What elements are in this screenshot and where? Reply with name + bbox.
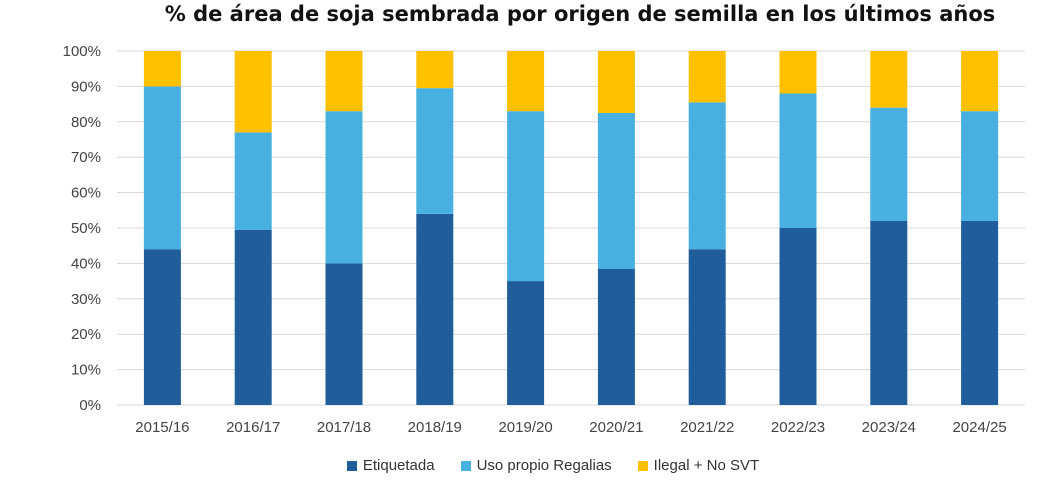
bar-segment-etiquetada-2015-16	[143, 249, 181, 405]
bar-segment-etiquetada-2021-22	[688, 249, 726, 405]
bar-segment-etiquetada-2017-18	[325, 263, 363, 405]
bar-segment-uso-propio-regalias-2016-17	[234, 132, 272, 230]
bar-segment-ilegal-no-svt-2016-17	[234, 51, 272, 133]
legend-swatch-ilegal	[637, 460, 648, 471]
y-tick-label: 80%	[71, 114, 101, 131]
bar-segment-etiquetada-2023-24	[870, 220, 908, 405]
y-tick-label: 70%	[71, 149, 101, 166]
y-tick-label: 20%	[71, 326, 101, 343]
legend-item-etiquetada: Etiquetada	[346, 457, 435, 474]
legend-label-uso-propio: Uso propio Regalias	[476, 457, 612, 474]
bar-segment-uso-propio-regalias-2020-21	[597, 112, 635, 269]
y-tick-label: 30%	[71, 291, 101, 308]
x-tick-label: 2022/23	[771, 419, 825, 436]
legend-item-ilegal: Ilegal + No SVT	[637, 457, 760, 474]
bar-segment-ilegal-no-svt-2017-18	[325, 51, 363, 112]
legend-label-ilegal: Ilegal + No SVT	[653, 457, 760, 474]
bar-segment-uso-propio-regalias-2017-18	[325, 111, 363, 264]
bar-segment-etiquetada-2022-23	[779, 228, 817, 405]
x-tick-label: 2020/21	[589, 419, 643, 436]
x-tick-label: 2017/18	[317, 419, 371, 436]
x-tick-label: 2018/19	[408, 419, 462, 436]
bar-segment-ilegal-no-svt-2015-16	[143, 51, 181, 87]
bar-segment-uso-propio-regalias-2019-20	[507, 111, 545, 282]
bar-segment-uso-propio-regalias-2022-23	[779, 93, 817, 228]
bar-segment-uso-propio-regalias-2018-19	[416, 88, 454, 214]
bar-segment-uso-propio-regalias-2024-25	[961, 111, 999, 221]
bar-segment-ilegal-no-svt-2023-24	[870, 51, 908, 108]
y-tick-label: 0%	[79, 397, 101, 414]
bar-segment-ilegal-no-svt-2024-25	[961, 51, 999, 112]
y-tick-label: 60%	[71, 185, 101, 202]
legend-item-uso-propio: Uso propio Regalias	[460, 457, 612, 474]
y-tick-label: 50%	[71, 220, 101, 237]
bar-segment-etiquetada-2016-17	[234, 229, 272, 405]
y-tick-label: 40%	[71, 255, 101, 272]
x-tick-label: 2015/16	[135, 419, 189, 436]
bar-segment-etiquetada-2019-20	[507, 281, 545, 405]
bar-segment-ilegal-no-svt-2019-20	[507, 51, 545, 112]
x-tick-label: 2024/25	[952, 419, 1006, 436]
bar-segment-uso-propio-regalias-2015-16	[143, 86, 181, 250]
chart-title: % de área de soja sembrada por origen de…	[164, 2, 996, 26]
bar-segment-ilegal-no-svt-2022-23	[779, 51, 817, 94]
bar-segment-etiquetada-2020-21	[597, 268, 635, 405]
x-tick-label: 2021/22	[680, 419, 734, 436]
legend-swatch-uso-propio	[460, 460, 471, 471]
bar-segment-etiquetada-2018-19	[416, 213, 454, 405]
y-tick-label: 90%	[71, 78, 101, 95]
x-tick-label: 2023/24	[862, 419, 916, 436]
legend-label-etiquetada: Etiquetada	[362, 457, 435, 474]
legend-swatch-etiquetada	[346, 460, 357, 471]
bar-segment-etiquetada-2024-25	[961, 220, 999, 405]
bar-segment-ilegal-no-svt-2021-22	[688, 51, 726, 103]
legend: Etiquetada Uso propio Regalias Ilegal + …	[0, 457, 1056, 474]
bar-segment-uso-propio-regalias-2021-22	[688, 102, 726, 250]
stacked-bar-chart: 0% 10% 20% 30% 40% 50% 60% 70% 80% 90% 100% 2015/1…	[63, 43, 1025, 436]
x-tick-label: 2019/20	[498, 419, 552, 436]
bar-segment-ilegal-no-svt-2018-19	[416, 51, 454, 89]
x-tick-label: 2016/17	[226, 419, 280, 436]
bar-segment-uso-propio-regalias-2023-24	[870, 107, 908, 221]
y-tick-label: 10%	[71, 362, 101, 379]
y-tick-label: 100%	[63, 43, 101, 60]
bar-segment-ilegal-no-svt-2020-21	[597, 51, 635, 113]
